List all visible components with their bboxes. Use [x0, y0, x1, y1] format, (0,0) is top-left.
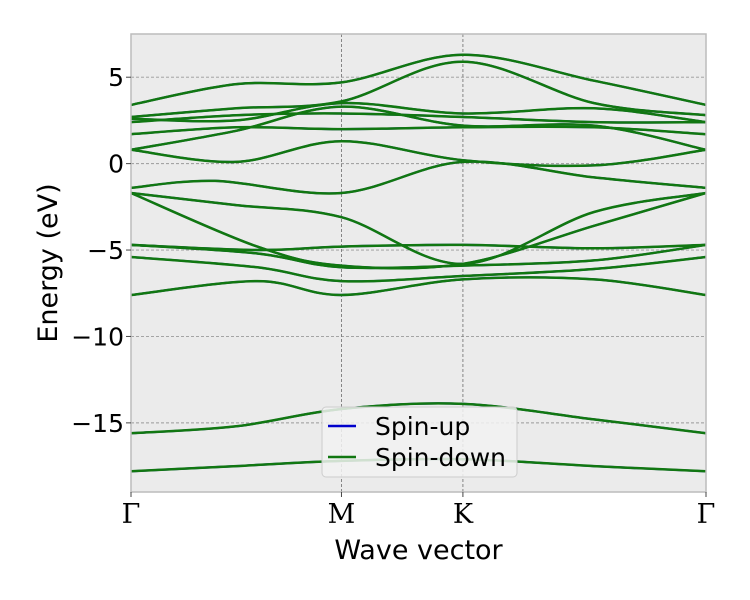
y-axis-label: Energy (eV)	[33, 183, 64, 342]
spin-down-band-7	[130, 191, 707, 270]
x-tick-label: M	[328, 499, 356, 530]
x-tick-label: K	[453, 499, 474, 530]
legend-box	[321, 406, 518, 478]
spin-down-band-10	[130, 139, 707, 168]
x-axis-label: Wave vector	[334, 535, 503, 566]
y-tick-label: −15	[71, 409, 124, 438]
legend-entry-label: Spin-down	[375, 443, 506, 472]
plot-frame	[130, 33, 707, 493]
spin-down-band-16	[130, 53, 707, 107]
y-tick-label: −10	[71, 322, 124, 351]
band-lines	[130, 53, 707, 473]
spin-down-band-2	[130, 402, 707, 435]
spin-down-band-4	[130, 255, 707, 283]
spin-down-band-14	[130, 101, 707, 124]
y-tick-label: 5	[108, 63, 124, 92]
spin-down-band-8	[130, 191, 707, 266]
spin-down-band-9	[130, 160, 707, 195]
spin-down-band-13	[130, 112, 707, 124]
legend-entry-label: Spin-up	[375, 412, 470, 441]
y-tick-label: −5	[87, 236, 124, 265]
spin-down-band-15	[130, 60, 707, 119]
x-tick-label: Γ	[697, 499, 716, 530]
y-axis-ticks: 5 0 −5 −10 −15	[71, 63, 131, 438]
spin-down-band-12	[130, 125, 707, 136]
y-tick-label: 0	[108, 150, 124, 179]
spin-down-band-3	[130, 276, 707, 297]
x-tick-label: Γ	[122, 499, 141, 530]
